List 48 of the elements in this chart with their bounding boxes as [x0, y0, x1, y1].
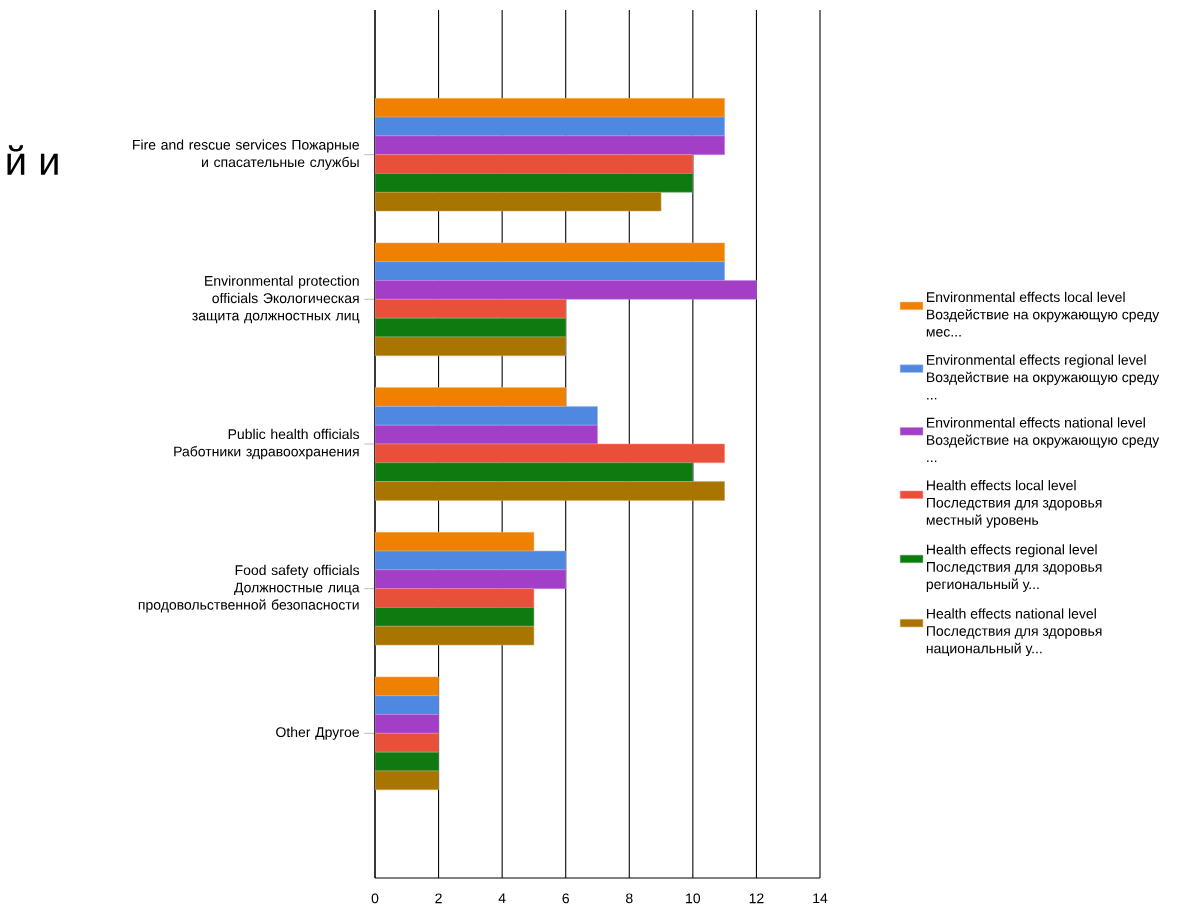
bar — [375, 714, 439, 734]
bar — [375, 626, 535, 646]
legend-label: Environmental effects local level Воздействие на окружающую среду мес... — [926, 291, 1160, 337]
bar — [375, 116, 725, 137]
bar — [375, 569, 566, 589]
bar — [375, 261, 725, 281]
text: й и — [7, 145, 58, 175]
x-tick-label: 8 — [626, 893, 633, 904]
x-tick-label: 14 — [813, 893, 828, 904]
bar — [375, 406, 598, 426]
bar — [375, 588, 535, 608]
y-tick-label: Public health officials Работники здравоохранения — [174, 428, 360, 460]
y-tick-label: Other Другое — [276, 726, 359, 740]
bar — [375, 695, 439, 715]
bar — [375, 733, 439, 753]
bar — [375, 336, 566, 357]
bar — [375, 481, 725, 501]
y-tick-label: Food safety officials Должностные лица продовольственной безопасности — [138, 564, 360, 613]
bar — [375, 443, 725, 464]
bar — [375, 462, 694, 482]
bar — [375, 751, 439, 772]
bar — [375, 424, 598, 445]
bar — [375, 242, 725, 262]
bar — [375, 550, 566, 571]
bar — [375, 154, 694, 174]
y-tick-label: Fire and rescue services Пожарные и спасательные службы — [133, 139, 359, 170]
legend-label: Environmental effects national level Воздействие на окружающую среду ... — [927, 417, 1160, 463]
x-tick-label: 4 — [498, 893, 506, 904]
legend-label: Health effects local level Последствия для здоровья местный уровень — [926, 480, 1102, 528]
legend-label: Health effects regional level Последствия для здоровья региональный у... — [926, 544, 1102, 592]
legend-label: Environmental effects regional level Воздействие на окружающую среду ... — [927, 354, 1160, 400]
bar — [375, 770, 439, 791]
bar — [375, 135, 725, 155]
bar — [375, 607, 535, 627]
legend-label: Health effects national level Последствия для здоровья национальный у... — [926, 608, 1102, 657]
bar — [375, 97, 725, 118]
x-tick-label: 10 — [686, 893, 701, 904]
x-tick-label: 2 — [435, 893, 442, 904]
bar — [375, 299, 566, 319]
x-tick-label: 12 — [749, 893, 764, 904]
bar — [375, 387, 566, 407]
bar — [375, 173, 694, 193]
x-tick-label: 6 — [562, 893, 569, 904]
bar — [375, 280, 757, 300]
x-tick-label: 0 — [371, 893, 379, 904]
y-tick-label: Environmental protection officials Экологическая защита должностных лиц — [192, 275, 360, 324]
bar — [375, 192, 662, 212]
bar — [375, 317, 566, 338]
